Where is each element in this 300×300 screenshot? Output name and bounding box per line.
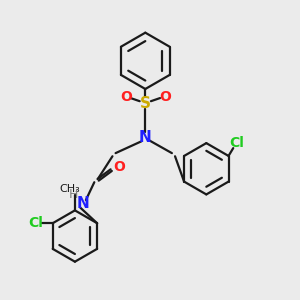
Text: Cl: Cl — [229, 136, 244, 150]
Text: O: O — [159, 90, 171, 104]
Text: N: N — [139, 130, 152, 145]
Text: S: S — [140, 96, 151, 111]
Text: O: O — [120, 90, 132, 104]
Text: O: O — [113, 160, 125, 174]
Text: H: H — [69, 188, 78, 201]
Text: N: N — [76, 196, 89, 211]
Text: Cl: Cl — [28, 216, 43, 230]
Text: CH₃: CH₃ — [60, 184, 81, 194]
